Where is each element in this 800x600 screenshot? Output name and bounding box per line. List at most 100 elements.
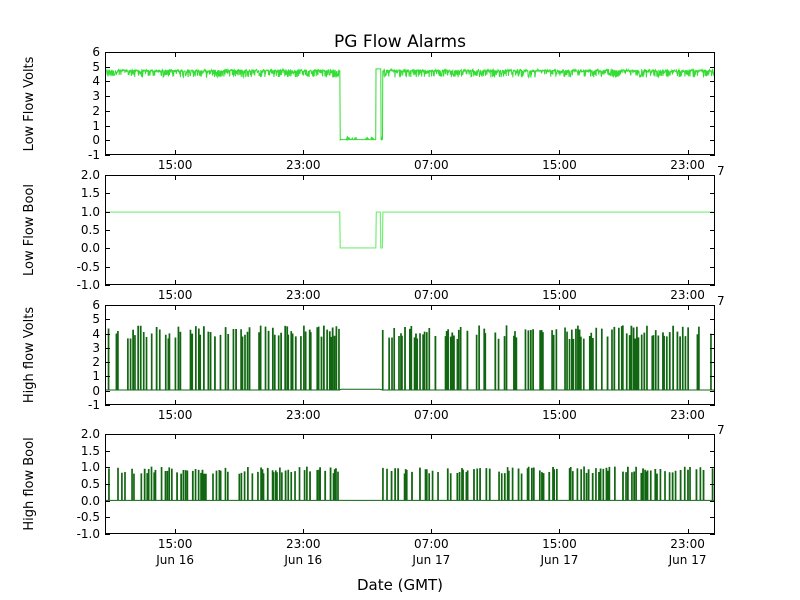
y-tick-mark [710,450,715,452]
y-tick-mark [105,434,110,435]
x-tick-mark [687,150,689,155]
y-tick-mark [105,140,110,142]
subplot-2-y-axis-label: Low Flow Bool [22,184,37,276]
y-tick-mark [710,248,715,250]
y-tick-mark [105,450,110,452]
y-tick-mark [710,434,715,435]
subplot-4-x-tick-label: 23:00 [670,537,705,551]
y-tick-mark [710,81,715,83]
subplot-4-y-tick-label: 0.5 [80,477,100,491]
y-tick-mark [105,155,110,156]
y-tick-mark [105,81,110,83]
x-tick-mark [303,434,305,439]
x-tick-mark [303,400,305,405]
subplot-1-x-tick-label: 15:00 [542,158,577,172]
y-tick-mark [710,517,715,519]
subplot-2-y-tick-label: 0.5 [80,223,100,237]
y-tick-mark [105,376,110,378]
subplot-4-y-tick-label: 0.0 [80,493,100,508]
y-tick-mark [105,193,110,195]
subplot-3-y-axis-label: High flow Volts [22,306,37,404]
y-tick-mark [105,96,110,98]
x-tick-mark [559,529,561,534]
y-tick-mark [105,319,110,321]
x-tick-mark [303,175,305,180]
subplot-2-x-tick-label: 23:00 [670,288,705,302]
x-tick-mark [687,305,689,310]
x-tick-mark [431,150,433,155]
x-tick-mark [431,434,433,439]
y-tick-mark [105,534,110,535]
y-tick-mark [710,467,715,469]
y-tick-mark [105,52,110,53]
subplot-4-y-tick-label: -1.0 [76,527,100,541]
y-tick-mark [710,211,715,213]
y-tick-mark [710,66,715,68]
x-tick-mark [559,400,561,405]
y-tick-mark [710,96,715,98]
x-tick-mark [175,529,177,534]
y-tick-mark [105,266,110,268]
x-tick-mark [431,175,433,180]
y-tick-mark [710,405,715,406]
y-tick-mark [710,319,715,321]
y-tick-mark [105,517,110,519]
y-tick-mark [710,140,715,142]
y-tick-mark [710,285,715,286]
x-tick-mark [431,280,433,285]
x-tick-mark [303,52,305,57]
y-tick-mark [710,155,715,156]
x-tick-date-label: Jun 16 [284,553,323,567]
subplot-1-y-tick-label: 4 [92,74,100,89]
x-tick-mark [687,280,689,285]
subplot-3-y-tick-label: -1 [88,398,100,412]
right-edge-clipped-tick: 7 [717,423,725,437]
y-tick-mark [710,484,715,485]
subplot-3-y-tick-label: 2 [92,355,100,370]
y-tick-mark [710,175,715,176]
x-tick-mark [687,400,689,405]
x-tick-mark [559,150,561,155]
subplot-1-y-tick-label: 5 [92,59,100,74]
x-tick-mark [687,434,689,439]
subplot-1-y-tick-label: -1 [88,148,100,162]
subplot-2-x-tick-label: 15:00 [157,288,193,302]
y-tick-mark [710,534,715,535]
subplot-4-plot-area [105,434,715,534]
y-tick-mark [710,500,715,502]
subplot-4-y-tick-label: 2.0 [80,427,100,441]
subplot-2-x-tick-label: 23:00 [285,288,321,302]
x-tick-mark [687,52,689,57]
y-tick-mark [105,248,110,250]
x-tick-mark [303,305,305,310]
y-tick-mark [710,305,715,306]
subplot-1-x-tick-label: 23:00 [670,158,705,172]
subplot-2-y-tick-label: 2.0 [80,168,100,182]
subplot-4-x-tick-label: 15:00 [157,537,193,551]
subplot-3-y-tick-label: 5 [92,312,100,327]
x-tick-mark [559,305,561,310]
x-tick-mark [175,434,177,439]
x-tick-date-label: Jun 17 [412,553,451,567]
y-tick-mark [105,66,110,68]
x-tick-mark [303,529,305,534]
x-tick-mark [687,529,689,534]
y-tick-mark [105,211,110,213]
x-tick-mark [431,400,433,405]
x-tick-mark [559,280,561,285]
y-tick-mark [710,362,715,364]
subplot-4-trace [106,466,714,501]
subplot-1-y-tick-label: 0 [92,133,100,148]
y-tick-mark [710,376,715,378]
x-tick-mark [175,280,177,285]
subplot-2-y-tick-label: -0.5 [76,259,100,274]
y-tick-mark [710,347,715,349]
subplot-3-y-tick-label: 3 [92,340,100,355]
y-tick-mark [710,390,715,392]
y-tick-mark [105,285,110,286]
y-tick-mark [105,305,110,306]
y-tick-mark [105,230,110,231]
subplot-3-x-tick-label: 15:00 [157,408,193,422]
subplot-1-x-tick-label: 07:00 [414,158,449,172]
